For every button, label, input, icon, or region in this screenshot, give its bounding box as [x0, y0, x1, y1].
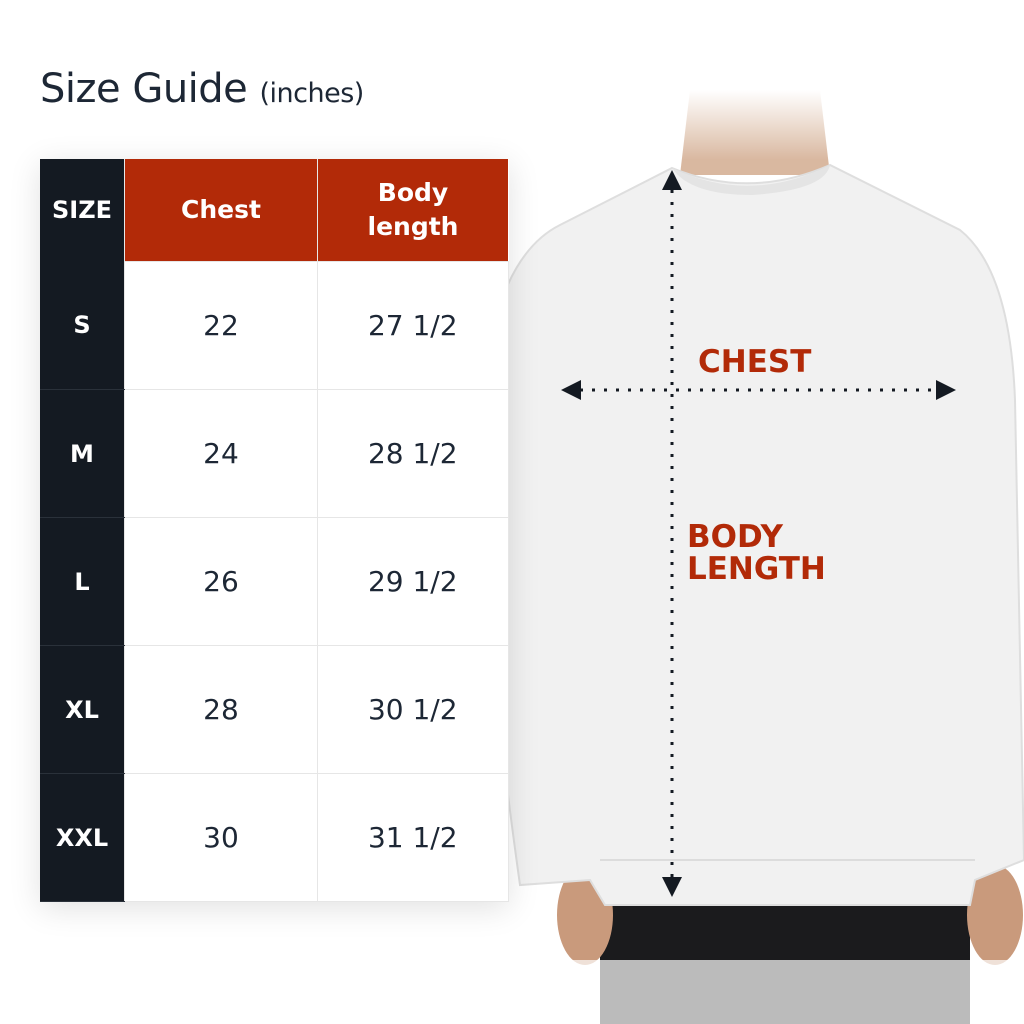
body-length-cell: 29 1/2 — [317, 517, 509, 646]
chest-label: CHEST — [698, 344, 812, 380]
header-body-line1: Body — [377, 178, 449, 207]
header-body-line2: length — [367, 212, 459, 241]
table-row: XXL 30 31 1/2 — [40, 773, 509, 902]
table-row: S 22 27 1/2 — [40, 261, 509, 390]
header-body-length: Body length — [317, 159, 508, 262]
size-cell: S — [40, 261, 125, 390]
header-size: SIZE — [40, 159, 125, 262]
body-length-cell: 27 1/2 — [317, 261, 509, 390]
body-length-line1: BODY — [687, 519, 783, 555]
sweatshirt-image — [460, 90, 1024, 1024]
size-table: SIZE Chest Body length S 22 27 1/2 M 24 … — [40, 159, 509, 902]
title-main: Size Guide — [40, 66, 248, 112]
arrow-right-icon — [936, 380, 956, 400]
arrow-left-icon — [561, 380, 581, 400]
body-length-cell: 30 1/2 — [317, 645, 509, 774]
body-length-cell: 28 1/2 — [317, 389, 509, 518]
body-length-label: BODY LENGTH — [687, 521, 826, 585]
header-chest: Chest — [124, 159, 318, 262]
chest-cell: 24 — [124, 389, 318, 518]
body-length-cell: 31 1/2 — [317, 773, 509, 902]
table-row: XL 28 30 1/2 — [40, 645, 509, 774]
table-header-row: SIZE Chest Body length — [40, 159, 508, 262]
table-row: L 26 29 1/2 — [40, 517, 509, 646]
size-cell: XL — [40, 645, 125, 774]
chest-cell: 22 — [124, 261, 318, 390]
chest-cell: 28 — [124, 645, 318, 774]
body-length-line2: LENGTH — [687, 551, 826, 587]
size-cell: M — [40, 389, 125, 518]
arrow-down-icon — [662, 877, 682, 897]
size-cell: L — [40, 517, 125, 646]
table-row: M 24 28 1/2 — [40, 389, 509, 518]
page-title: Size Guide (inches) — [40, 66, 364, 112]
size-cell: XXL — [40, 773, 125, 902]
arrow-up-icon — [662, 170, 682, 190]
chest-cell: 26 — [124, 517, 318, 646]
title-unit: (inches) — [259, 78, 365, 109]
chest-cell: 30 — [124, 773, 318, 902]
